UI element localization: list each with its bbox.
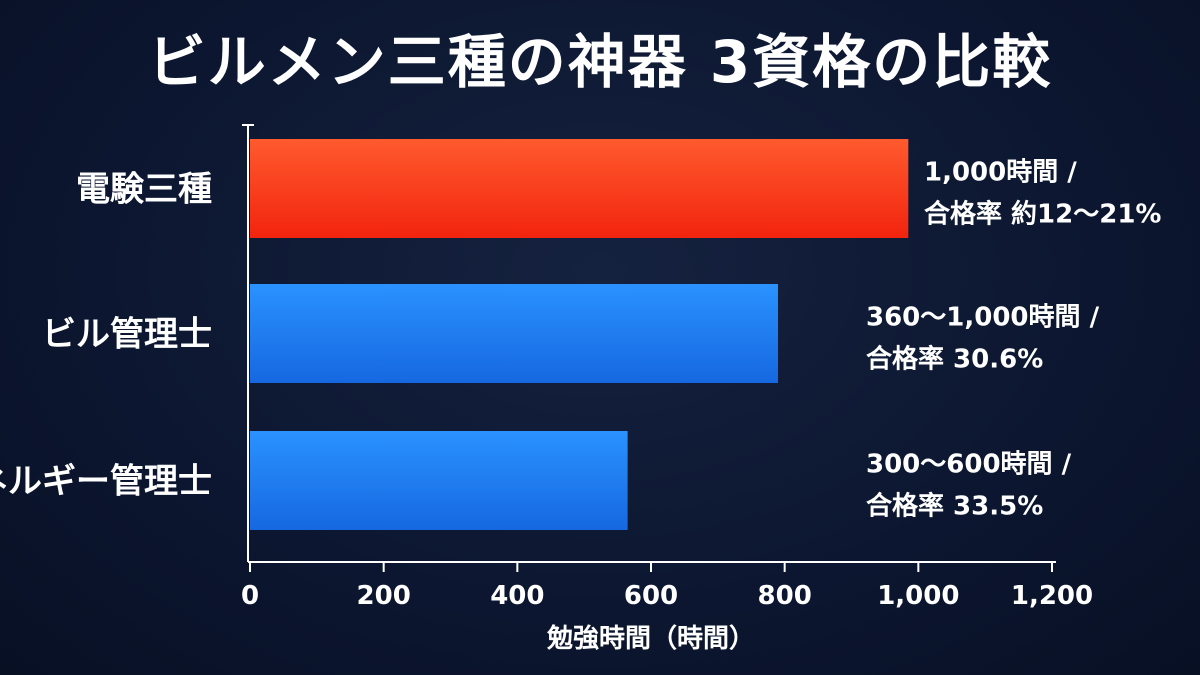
x-tick-label: 1,200 <box>1011 581 1093 611</box>
x-tick-label: 400 <box>490 581 544 611</box>
bar-3 <box>250 431 628 530</box>
bar-annotation: 合格率 30.6% <box>866 344 1043 375</box>
bar-1 <box>250 139 909 238</box>
bar-2 <box>250 284 778 383</box>
bar-annotation: 合格率 約12〜21% <box>924 199 1161 230</box>
x-tick-label: 800 <box>758 581 812 611</box>
category-label: 電験三種 <box>76 170 212 210</box>
category-label: エネルギー管理士 <box>0 462 212 502</box>
bar-annotation: 合格率 33.5% <box>866 491 1043 522</box>
bar-annotation: 300〜600時間 / <box>866 450 1072 480</box>
x-tick-label: 0 <box>241 581 259 611</box>
x-tick-label: 600 <box>624 581 678 611</box>
bar-annotation: 360〜1,000時間 / <box>866 303 1100 333</box>
x-axis-title: 勉強時間（時間） <box>546 624 755 654</box>
bar-annotation: 1,000時間 / <box>924 158 1077 188</box>
chart-title: ビルメン三種の神器 3資格の比較 <box>147 28 1053 96</box>
x-tick-label: 200 <box>357 581 411 611</box>
category-label: ビル管理士 <box>42 315 212 355</box>
x-tick-label: 1,000 <box>877 581 959 611</box>
